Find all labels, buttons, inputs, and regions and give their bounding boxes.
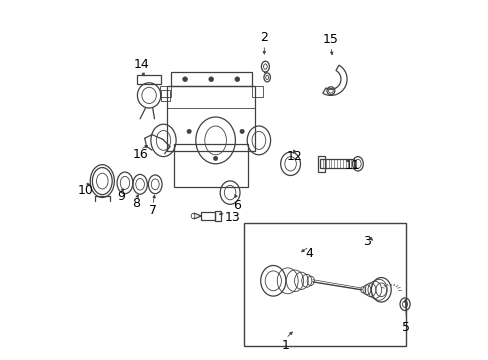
Text: 8: 8: [132, 197, 140, 210]
Text: 5: 5: [402, 321, 409, 334]
Bar: [320, 159, 354, 168]
Text: 15: 15: [322, 33, 338, 46]
Bar: [167, 86, 255, 151]
Text: 6: 6: [233, 199, 241, 212]
Text: 10: 10: [77, 184, 93, 197]
Bar: [251, 86, 262, 97]
Ellipse shape: [186, 129, 191, 134]
Text: 14: 14: [134, 58, 149, 71]
Bar: [318, 156, 324, 172]
Ellipse shape: [213, 156, 217, 161]
Bar: [160, 86, 170, 97]
Bar: [161, 90, 170, 101]
Text: 2: 2: [260, 31, 268, 44]
Bar: [244, 223, 406, 346]
Text: 4: 4: [305, 247, 313, 260]
Text: 16: 16: [132, 148, 148, 161]
Ellipse shape: [240, 129, 244, 134]
Ellipse shape: [234, 77, 239, 82]
Ellipse shape: [183, 77, 187, 82]
Text: 13: 13: [224, 211, 240, 224]
Bar: [170, 72, 251, 86]
Ellipse shape: [208, 77, 213, 82]
Bar: [174, 144, 247, 187]
Text: 1: 1: [282, 339, 289, 352]
Text: 9: 9: [117, 190, 125, 203]
Bar: [215, 211, 221, 221]
Bar: [201, 212, 215, 220]
Text: 3: 3: [362, 235, 370, 248]
Text: 12: 12: [286, 150, 302, 163]
Bar: [137, 75, 161, 84]
Text: 11: 11: [344, 159, 360, 172]
Text: 7: 7: [148, 204, 156, 217]
